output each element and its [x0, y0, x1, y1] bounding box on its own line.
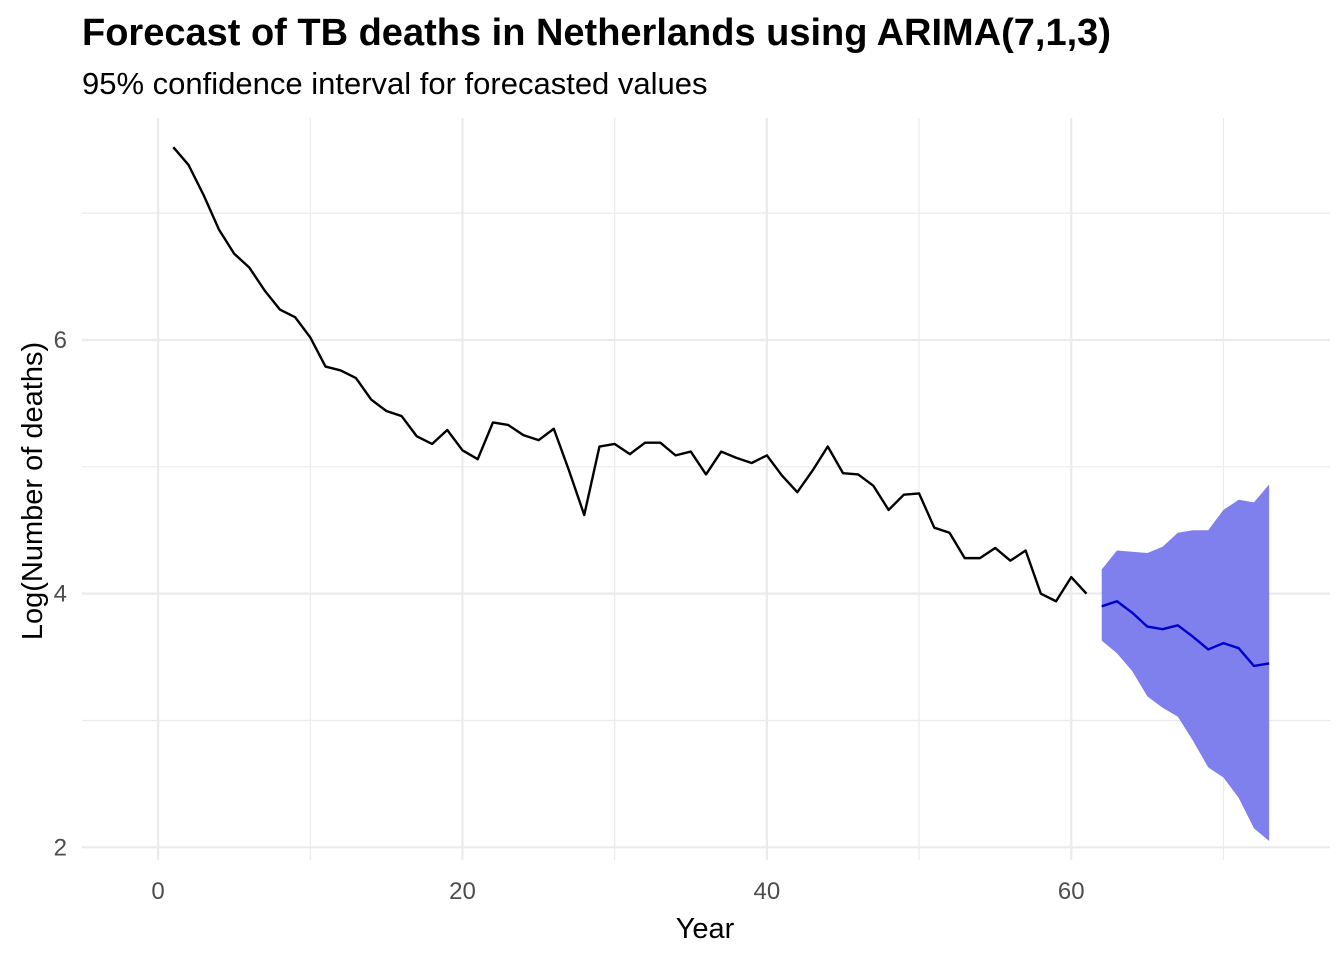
x-tick-label: 20 [449, 878, 476, 905]
chart-title: Forecast of TB deaths in Netherlands usi… [82, 12, 1111, 54]
y-axis-title: Log(Number of deaths) [17, 342, 49, 640]
x-tick-label: 0 [151, 878, 164, 905]
x-axis-title: Year [676, 913, 735, 945]
grid [82, 118, 1330, 860]
confidence-interval-band [1101, 484, 1270, 841]
y-tick-labels: 2 4 6 [54, 327, 67, 861]
y-tick-label: 2 [54, 834, 67, 861]
forecast-line [1101, 600, 1270, 668]
y-tick-label: 4 [54, 581, 67, 608]
y-tick-label: 6 [54, 327, 67, 354]
x-tick-label: 40 [754, 878, 781, 905]
x-tick-labels: 0 20 40 60 [151, 878, 1084, 905]
x-tick-label: 60 [1058, 878, 1085, 905]
observed-line [172, 146, 1088, 603]
chart-subtitle: 95% confidence interval for forecasted v… [82, 66, 708, 101]
series-layer [172, 146, 1270, 668]
confidence-band-layer [1101, 484, 1270, 841]
